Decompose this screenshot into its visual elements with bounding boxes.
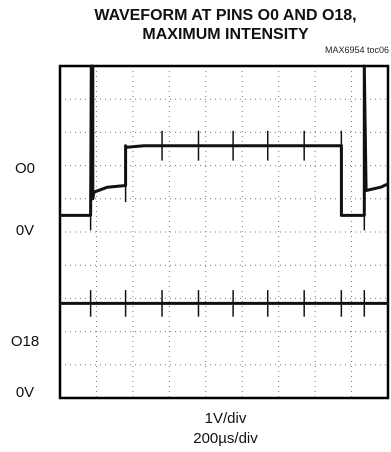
time-scale-label: 200µs/div	[193, 430, 258, 447]
channel-label-o18: O18	[10, 333, 40, 350]
trace-o0	[60, 64, 389, 217]
chart-subtitle: MAXIMUM INTENSITY	[142, 26, 309, 43]
channel-label-0v-bottom: 0V	[15, 384, 35, 401]
channel-label-o0: O0	[14, 160, 35, 177]
channel-label-0v-top: 0V	[15, 222, 35, 239]
figure-id: MAX6954 toc06	[324, 45, 389, 55]
chart-title: WAVEFORM AT PINS O0 AND O18,	[94, 7, 357, 24]
plot-frame	[58, 64, 390, 400]
x-scale-label: 1V/div	[204, 410, 247, 427]
